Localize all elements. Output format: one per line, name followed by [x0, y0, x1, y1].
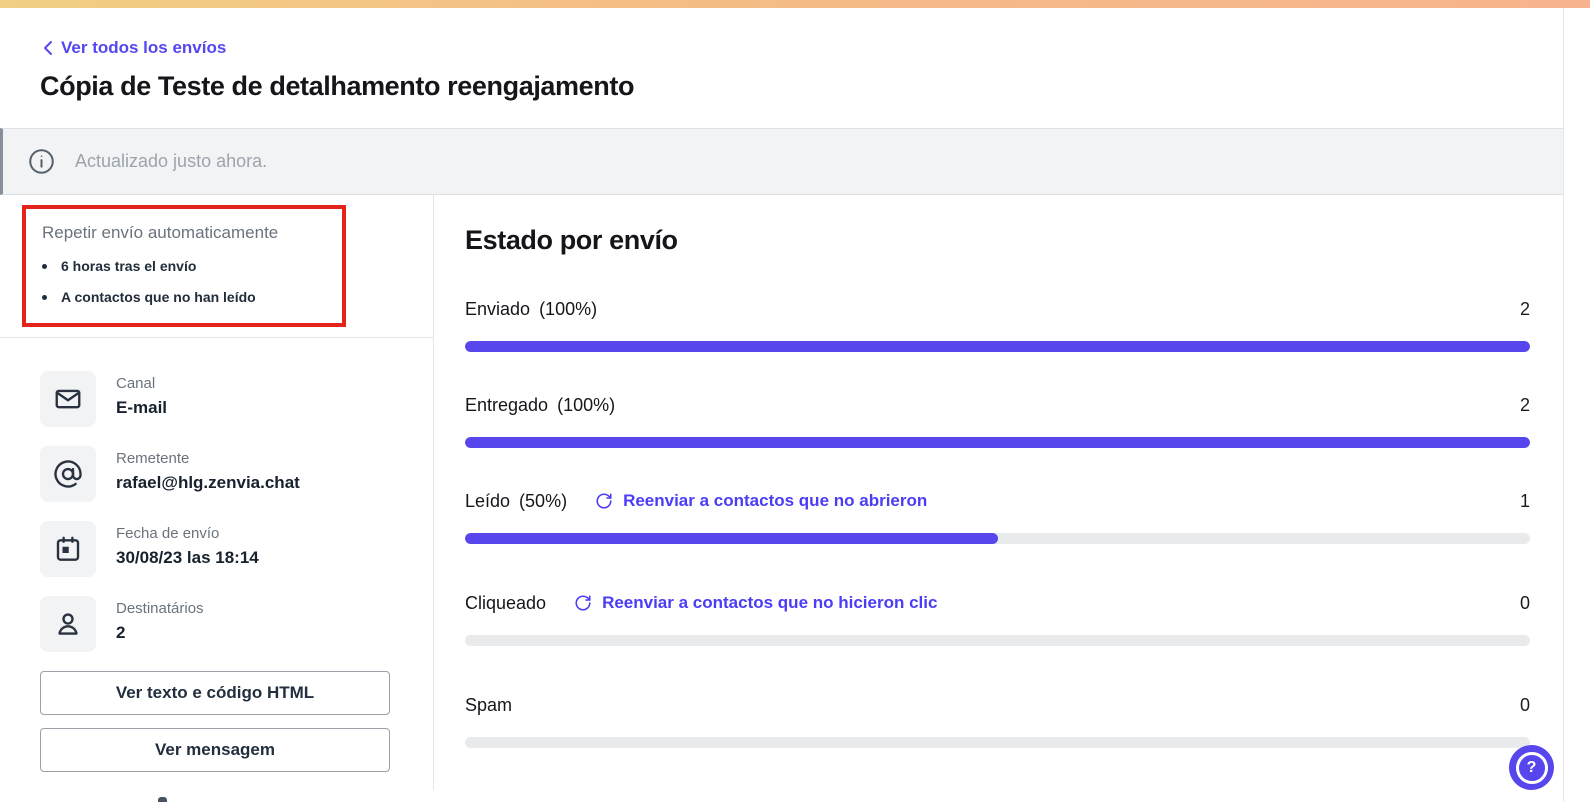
- annotation-item: 6 horas tras el envío: [42, 258, 330, 274]
- detail-item-send-date: Fecha de envío 30/08/23 las 18:14: [40, 521, 433, 577]
- detail-value: rafael@hlg.zenvia.chat: [116, 473, 300, 492]
- sidebar-actions: Ver texto e código HTML Ver mensagem: [0, 671, 433, 772]
- annotation-item: A contactos que no han leído: [42, 289, 330, 305]
- resend-link-label: Reenviar a contactos que no hicieron cli…: [602, 593, 938, 612]
- stat-value: 2: [1519, 299, 1530, 319]
- annotation-red-box: Repetir envío automaticamente 6 horas tr…: [22, 205, 346, 327]
- stat-value: 0: [1519, 593, 1530, 613]
- progress-fill: [465, 533, 998, 544]
- detail-value: E-mail: [116, 398, 168, 417]
- stat-value: 1: [1519, 491, 1530, 511]
- question-mark-icon: ?: [1515, 751, 1548, 784]
- view-html-button[interactable]: Ver texto e código HTML: [40, 671, 390, 715]
- stat-value: 0: [1519, 695, 1530, 715]
- stat-percent: (100%): [539, 299, 598, 319]
- bullet-icon: [42, 294, 47, 300]
- stat-row-spam: Spam 0: [465, 694, 1530, 748]
- detail-value: 2: [116, 623, 126, 642]
- progress-bar: [465, 635, 1530, 646]
- annotation-list: 6 horas tras el envío A contactos que no…: [42, 258, 330, 305]
- stat-rows: Enviado (100%) 2 Entregado (100%) 2: [465, 298, 1530, 748]
- progress-fill: [465, 341, 1530, 352]
- update-notice-text: Actualizado justo ahora.: [75, 151, 268, 171]
- clipped-element: [158, 797, 167, 802]
- progress-bar: [465, 533, 1530, 544]
- annotation-item-label: 6 horas tras el envío: [61, 258, 197, 274]
- detail-item-recipients: Destinatários 2: [40, 596, 433, 652]
- refresh-icon: [574, 594, 592, 612]
- send-details-list: Canal E-mail Remetente rafael@hlg.ze: [0, 338, 433, 652]
- stat-label: Cliqueado: [465, 593, 547, 613]
- stat-row-delivered: Entregado (100%) 2: [465, 394, 1530, 448]
- stat-row-sent: Enviado (100%) 2: [465, 298, 1530, 352]
- stat-percent: (50%): [519, 491, 568, 511]
- detail-label: Canal: [116, 375, 156, 392]
- detail-value: 30/08/23 las 18:14: [116, 548, 259, 567]
- stat-percent: (100%): [557, 395, 616, 415]
- stat-row-read: Leído (50%) Reenviar a contactos que no …: [465, 490, 1530, 544]
- progress-bar: [465, 737, 1530, 748]
- chevron-left-icon: [42, 40, 54, 56]
- detail-item-channel: Canal E-mail: [40, 371, 433, 427]
- resend-unclicked-link[interactable]: Reenviar a contactos que no hicieron cli…: [574, 592, 937, 614]
- detail-item-sender: Remetente rafael@hlg.zenvia.chat: [40, 446, 433, 502]
- scrollbar-track[interactable]: [1563, 8, 1590, 802]
- annotation-title: Repetir envío automaticamente: [42, 223, 279, 242]
- envelope-icon: [40, 371, 96, 427]
- back-link[interactable]: Ver todos los envíos: [42, 38, 226, 58]
- status-panel: Estado por envío Enviado (100%) 2: [434, 195, 1563, 790]
- progress-fill: [465, 437, 1530, 448]
- progress-bar: [465, 437, 1530, 448]
- person-icon: [40, 596, 96, 652]
- detail-label: Remetente: [116, 450, 190, 467]
- back-link-label: Ver todos los envíos: [61, 38, 227, 57]
- calendar-icon: [40, 521, 96, 577]
- at-sign-icon: [40, 446, 96, 502]
- page-header: Ver todos los envíos Cópia de Teste de d…: [0, 8, 1563, 102]
- annotation-item-label: A contactos que no han leído: [61, 289, 256, 305]
- resend-link-label: Reenviar a contactos que no abrieron: [623, 491, 928, 510]
- section-title: Estado por envío: [465, 225, 678, 255]
- update-notice-bar: Actualizado justo ahora.: [0, 128, 1563, 195]
- detail-label: Destinatários: [116, 600, 204, 617]
- view-message-button[interactable]: Ver mensagem: [40, 728, 390, 772]
- help-button[interactable]: ?: [1509, 745, 1554, 790]
- resend-unopened-link[interactable]: Reenviar a contactos que no abrieron: [595, 490, 927, 512]
- info-icon: [28, 148, 55, 175]
- top-gradient-bar: [0, 0, 1590, 8]
- sidebar-divider: [0, 337, 433, 338]
- stat-value: 2: [1519, 395, 1530, 415]
- refresh-icon: [595, 492, 613, 510]
- stat-row-clicked: Cliqueado Reenviar a contactos que no hi…: [465, 592, 1530, 646]
- bullet-icon: [42, 263, 47, 269]
- sidebar: Repetir envío automaticamente 6 horas tr…: [0, 195, 434, 790]
- detail-label: Fecha de envío: [116, 525, 220, 542]
- page-title: Cópia de Teste de detalhamento reengajam…: [40, 71, 635, 101]
- progress-bar: [465, 341, 1530, 352]
- stat-label: Spam: [465, 695, 513, 715]
- stat-label: Enviado: [465, 299, 531, 319]
- stat-label: Entregado: [465, 395, 549, 415]
- stat-label: Leído: [465, 491, 511, 511]
- content-area: Repetir envío automaticamente 6 horas tr…: [0, 195, 1563, 790]
